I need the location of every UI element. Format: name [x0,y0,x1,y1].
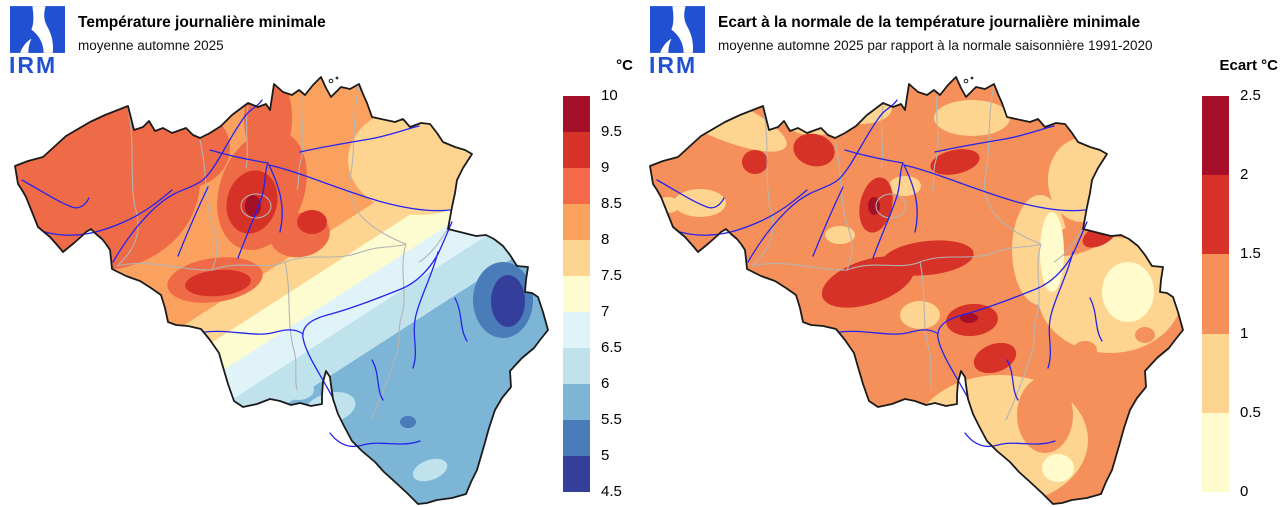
legend-swatch [563,456,590,492]
legend-tick-label: 6 [601,375,610,392]
legend-swatch [563,240,590,276]
right-map-subtitle: moyenne automne 2025 par rapport à la no… [718,38,1153,53]
legend-colorbar [563,96,590,492]
legend-swatch [1202,175,1229,255]
irm-logo-text: IRM [9,52,58,78]
legend-swatch [563,132,590,168]
right-legend: 2.5 2 1.5 1 0.5 0 [1202,87,1280,500]
legend-tick-label: 8 [601,231,610,248]
legend-swatch [563,420,590,456]
legend-tick-label: 10 [601,87,618,104]
left-legend-title: °C [616,57,633,74]
right-legend-title: Ecart °C [1219,57,1278,74]
map-left-temperature [14,76,549,505]
legend-tick-label: 0 [1240,483,1249,500]
legend-swatch [1202,254,1229,334]
legend-swatch [1202,96,1229,176]
temperature-field [15,77,548,504]
irm-logo-icon [650,6,705,53]
legend-swatch [1202,412,1229,493]
right-map-title: Ecart à la normale de la température jou… [718,14,1141,31]
left-map-subtitle: moyenne automne 2025 [78,38,224,53]
legend-swatch [563,204,590,240]
legend-swatch [563,276,590,312]
legend-tick-label: 0.5 [1240,403,1261,421]
legend-tick-label: 5 [601,447,610,464]
legend-tick-label: 8.5 [601,195,622,212]
legend-tick-label: 1 [1240,324,1249,342]
legend-colorbar [1202,96,1229,493]
map-right-anomaly [649,76,1184,505]
legend-swatch [563,96,590,132]
legend-tick-label: 1.5 [1240,245,1261,263]
legend-swatch [563,168,590,204]
legend-tick-label: 7 [601,303,610,320]
irm-logo-icon [10,6,65,53]
legend-tick-label: 6.5 [601,339,622,356]
legend-tick-label: 9 [601,159,610,176]
legend-swatch [1202,333,1229,413]
legend-tick-label: 7.5 [601,267,622,284]
left-map-title: Température journalière minimale [78,14,326,31]
legend-tick-label: 9.5 [601,123,622,140]
legend-swatch [563,312,590,348]
legend-tick-label: 5.5 [601,411,622,428]
legend-swatch [563,384,590,420]
legend-tick-label: 2 [1240,166,1249,184]
irm-logo-text: IRM [649,52,698,78]
legend-swatch [563,348,590,384]
enclave-dots [963,76,974,84]
left-legend: 10 9.5 9 8.5 8 7.5 7 6.5 6 5.5 5 4.5 [563,87,683,500]
enclave-dots [328,76,339,84]
legend-tick-label: 2.5 [1240,87,1261,104]
legend-tick-label: 4.5 [601,483,622,500]
